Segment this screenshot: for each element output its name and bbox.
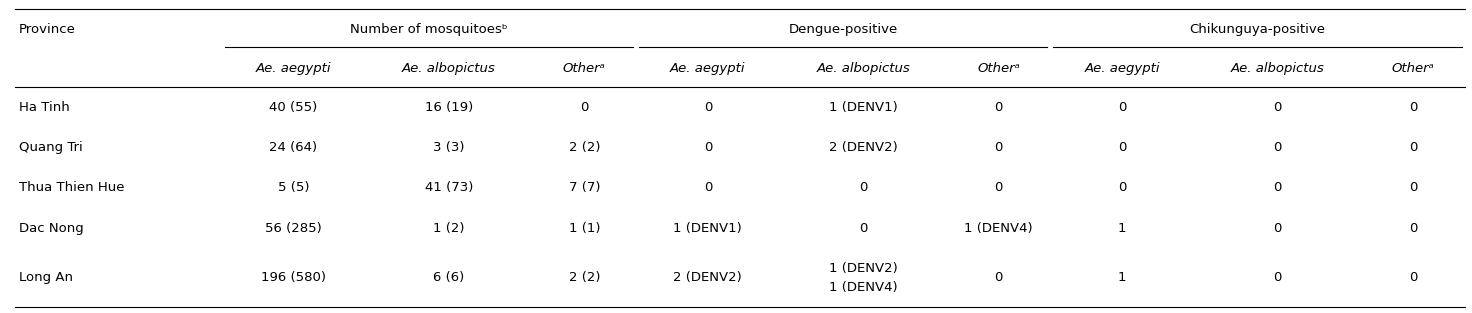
Text: 0: 0 xyxy=(1273,271,1282,284)
Text: 56 (285): 56 (285) xyxy=(265,222,322,235)
Text: Dac Nong: Dac Nong xyxy=(19,222,84,235)
Text: 5 (5): 5 (5) xyxy=(278,182,309,194)
Text: 3 (3): 3 (3) xyxy=(433,141,465,154)
Text: 41 (73): 41 (73) xyxy=(425,182,473,194)
Text: 1 (DENV1): 1 (DENV1) xyxy=(673,222,742,235)
Text: 16 (19): 16 (19) xyxy=(425,100,473,114)
Text: 2 (DENV2): 2 (DENV2) xyxy=(673,271,742,284)
Text: 0: 0 xyxy=(995,182,1002,194)
Text: 6 (6): 6 (6) xyxy=(433,271,465,284)
Text: 0: 0 xyxy=(1409,182,1418,194)
Text: Thua Thien Hue: Thua Thien Hue xyxy=(19,182,125,194)
Text: 196 (580): 196 (580) xyxy=(261,271,327,284)
Text: 24 (64): 24 (64) xyxy=(269,141,318,154)
Text: 0: 0 xyxy=(1273,141,1282,154)
Text: 7 (7): 7 (7) xyxy=(568,182,601,194)
Text: 40 (55): 40 (55) xyxy=(269,100,318,114)
Text: 0: 0 xyxy=(1409,141,1418,154)
Text: 0: 0 xyxy=(1409,222,1418,235)
Text: Ha Tinh: Ha Tinh xyxy=(19,100,69,114)
Text: 2 (DENV2): 2 (DENV2) xyxy=(829,141,898,154)
Text: 0: 0 xyxy=(1117,182,1126,194)
Text: 1 (DENV4): 1 (DENV4) xyxy=(964,222,1033,235)
Text: 1: 1 xyxy=(1117,271,1126,284)
Text: 0: 0 xyxy=(1273,182,1282,194)
Text: 0: 0 xyxy=(1273,100,1282,114)
Text: 0: 0 xyxy=(995,100,1002,114)
Text: 0: 0 xyxy=(860,182,867,194)
Text: 1 (2): 1 (2) xyxy=(433,222,465,235)
Text: Ae. aegypti: Ae. aegypti xyxy=(256,62,331,75)
Text: 1 (DENV1): 1 (DENV1) xyxy=(829,100,898,114)
Text: Province: Province xyxy=(19,23,77,36)
Text: 1: 1 xyxy=(1117,222,1126,235)
Text: 1 (1): 1 (1) xyxy=(568,222,601,235)
Text: Otherᵃ: Otherᵃ xyxy=(977,62,1020,75)
Text: Ae. albopictus: Ae. albopictus xyxy=(1231,62,1325,75)
Text: 0: 0 xyxy=(1117,100,1126,114)
Text: 0: 0 xyxy=(995,271,1002,284)
Text: 0: 0 xyxy=(580,100,589,114)
Text: Ae. albopictus: Ae. albopictus xyxy=(402,62,496,75)
Text: 0: 0 xyxy=(1409,271,1418,284)
Text: 0: 0 xyxy=(860,222,867,235)
Text: Otherᵃ: Otherᵃ xyxy=(1391,62,1434,75)
Text: 0: 0 xyxy=(704,182,712,194)
Text: 0: 0 xyxy=(704,141,712,154)
Text: 0: 0 xyxy=(1409,100,1418,114)
Text: Long An: Long An xyxy=(19,271,74,284)
Text: Quang Tri: Quang Tri xyxy=(19,141,82,154)
Text: Ae. albopictus: Ae. albopictus xyxy=(817,62,910,75)
Text: 0: 0 xyxy=(1273,222,1282,235)
Text: Number of mosquitoesᵇ: Number of mosquitoesᵇ xyxy=(350,23,508,36)
Text: Ae. aegypti: Ae. aegypti xyxy=(670,62,745,75)
Text: 2 (2): 2 (2) xyxy=(568,141,601,154)
Text: 0: 0 xyxy=(1117,141,1126,154)
Text: 1 (DENV2): 1 (DENV2) xyxy=(829,262,898,275)
Text: Otherᵃ: Otherᵃ xyxy=(562,62,606,75)
Text: Ae. aegypti: Ae. aegypti xyxy=(1085,62,1160,75)
Text: 0: 0 xyxy=(704,100,712,114)
Text: Dengue-positive: Dengue-positive xyxy=(789,23,898,36)
Text: 0: 0 xyxy=(995,141,1002,154)
Text: Chikunguya-positive: Chikunguya-positive xyxy=(1189,23,1325,36)
Text: 2 (2): 2 (2) xyxy=(568,271,601,284)
Text: 1 (DENV4): 1 (DENV4) xyxy=(829,281,898,294)
